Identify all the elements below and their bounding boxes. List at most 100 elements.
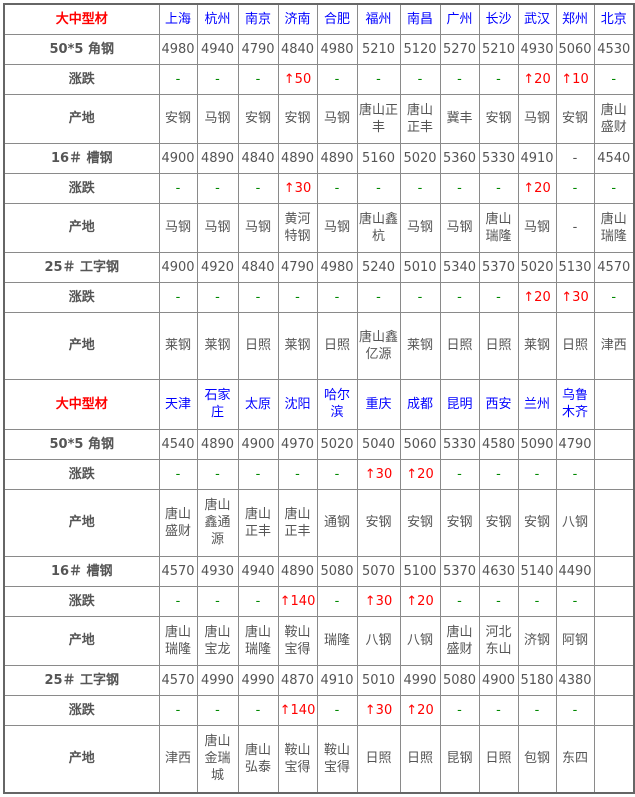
price-cell: 4540	[158, 428, 198, 460]
price-cell: 5010	[356, 664, 401, 696]
city-header: 昆明	[439, 378, 480, 430]
origin-cell: 鞍山宝得	[277, 724, 318, 794]
change-row: 涨跌 - - - ↑50- - - - - ↑20 ↑10-	[3, 63, 635, 95]
origin-cell: 唐山正丰	[237, 488, 279, 557]
change-cell: -	[555, 458, 595, 490]
change-cell: -	[439, 458, 480, 490]
price-cell: 4790	[237, 33, 279, 65]
price-cell	[593, 428, 635, 460]
origin-cell: 日照	[478, 724, 519, 794]
origin-cell: 马钢	[196, 202, 239, 253]
price-cell: 4900	[158, 251, 198, 283]
price-cell: 4930	[196, 555, 239, 587]
price-cell: 5270	[439, 33, 480, 65]
change-cell: -	[356, 172, 401, 204]
price-cell: 4970	[277, 428, 318, 460]
change-row: 涨跌 - - - ↑30- - - - - ↑20- -	[3, 172, 635, 204]
price-cell: 4890	[196, 428, 239, 460]
change-cell: -	[237, 281, 279, 313]
price-cell: 5210	[356, 33, 401, 65]
city-header: 兰州	[517, 378, 557, 430]
price-cell: 4630	[478, 555, 519, 587]
price-cell: 5080	[316, 555, 358, 587]
origin-cell: 安钢	[237, 93, 279, 144]
price-cell: 4890	[277, 142, 318, 174]
origin-cell: 鞍山宝得	[277, 615, 318, 666]
origin-cell: 唐山正丰	[356, 93, 401, 144]
change-cell	[593, 694, 635, 726]
price-cell: 4920	[196, 251, 239, 283]
price-cell: 4790	[555, 428, 595, 460]
change-cell: -	[356, 281, 401, 313]
change-cell: -	[158, 694, 198, 726]
price-cell: 5330	[478, 142, 519, 174]
origin-cell: 安钢	[158, 93, 198, 144]
price-cell: 4890	[277, 555, 318, 587]
change-cell: ↑20	[399, 585, 441, 617]
change-cell: -	[316, 458, 358, 490]
change-cell: ↑30	[555, 281, 595, 313]
origin-cell: 马钢	[196, 93, 239, 144]
change-cell: -	[439, 694, 480, 726]
origin-cell: 唐山盛财	[158, 488, 198, 557]
origin-cell: 唐山瑞隆	[478, 202, 519, 253]
origin-cell: 唐山鑫通源	[196, 488, 239, 557]
change-cell: ↑20	[517, 281, 557, 313]
change-cell: -	[316, 63, 358, 95]
price-cell: 5040	[356, 428, 401, 460]
row-label: 产地	[3, 202, 160, 253]
row-label: 涨跌	[3, 281, 160, 313]
price-cell: 4380	[555, 664, 595, 696]
change-cell: -	[158, 63, 198, 95]
row-label: 16＃ 槽钢	[3, 555, 160, 587]
price-cell: 4840	[277, 33, 318, 65]
origin-cell: 莱钢	[158, 311, 198, 380]
city-header: 乌鲁木齐	[555, 378, 595, 430]
change-cell: -	[555, 694, 595, 726]
change-cell: -	[196, 172, 239, 204]
origin-cell: 唐山鑫亿源	[356, 311, 401, 380]
change-cell: -	[237, 694, 279, 726]
price-cell: 4840	[237, 142, 279, 174]
change-cell: -	[478, 172, 519, 204]
change-cell: -	[356, 63, 401, 95]
origin-cell: 东四	[555, 724, 595, 794]
change-cell: ↑20	[399, 458, 441, 490]
origin-cell: 莱钢	[399, 311, 441, 380]
origin-cell: 莱钢	[277, 311, 318, 380]
change-cell: -	[277, 458, 318, 490]
price-cell: 5090	[517, 428, 557, 460]
change-cell: -	[399, 63, 441, 95]
row-label: 16＃ 槽钢	[3, 142, 160, 174]
price-cell: 5010	[399, 251, 441, 283]
price-cell: 5060	[555, 33, 595, 65]
row-label: 涨跌	[3, 458, 160, 490]
change-cell: -	[158, 172, 198, 204]
origin-cell: 唐山宝龙	[196, 615, 239, 666]
origin-cell: 唐山鑫杭	[356, 202, 401, 253]
change-cell: -	[399, 172, 441, 204]
change-cell: -	[439, 172, 480, 204]
row-label: 50*5 角钢	[3, 33, 160, 65]
origin-cell: 安钢	[478, 93, 519, 144]
row-label: 涨跌	[3, 585, 160, 617]
price-cell: 4940	[237, 555, 279, 587]
row-label: 产地	[3, 724, 160, 794]
price-cell: 5140	[517, 555, 557, 587]
price-cell: 4540	[593, 142, 635, 174]
origin-cell: 马钢	[399, 202, 441, 253]
price-cell: 4980	[158, 33, 198, 65]
change-cell: -	[439, 281, 480, 313]
origin-row: 产地 安钢 马钢 安钢 安钢 马钢 唐山正丰 唐山正丰 冀丰 安钢 马钢 安钢 唐山盛财	[3, 93, 635, 144]
origin-cell: 马钢	[158, 202, 198, 253]
origin-cell: 唐山盛财	[439, 615, 480, 666]
price-cell: 5330	[439, 428, 480, 460]
origin-row: 产地 莱钢 莱钢 日照 莱钢 日照 唐山鑫亿源 莱钢 日照 日照 莱钢 日照 津西	[3, 311, 635, 380]
change-cell: -	[196, 585, 239, 617]
change-cell: ↑30	[277, 172, 318, 204]
price-cell: 4790	[277, 251, 318, 283]
change-cell: -	[196, 458, 239, 490]
change-cell: -	[478, 281, 519, 313]
origin-cell: 马钢	[439, 202, 480, 253]
origin-cell: 安钢	[517, 488, 557, 557]
